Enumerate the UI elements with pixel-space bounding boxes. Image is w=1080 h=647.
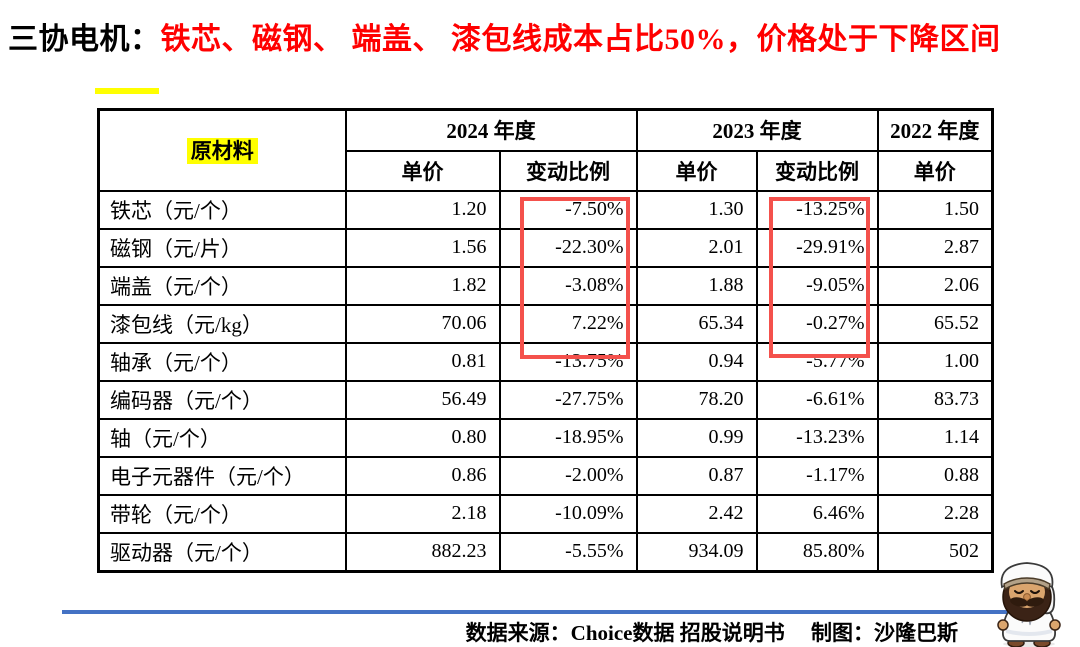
corner-header-label: 原材料 xyxy=(186,138,258,165)
value-cell: 2.87 xyxy=(876,227,994,268)
year-header-2023: 2023 年度 xyxy=(635,108,879,152)
value-cell: -0.27% xyxy=(755,303,879,344)
yellow-underline-mark xyxy=(95,88,159,94)
value-cell: 70.06 xyxy=(344,303,501,344)
table-row: 轴承（元/个） 0.81 -13.75% 0.94 -5.77% 1.00 xyxy=(97,341,994,382)
page-title: 三协电机：铁芯、磁钢、 端盖、 漆包线成本占比50%，价格处于下降区间 xyxy=(8,14,1074,58)
value-cell: -2.00% xyxy=(498,455,638,496)
value-cell: 1.88 xyxy=(635,265,758,306)
value-cell: 2.01 xyxy=(635,227,758,268)
value-cell: 0.86 xyxy=(344,455,501,496)
material-cell: 磁钢（元/片） xyxy=(97,227,347,268)
subheader-2024-change: 变动比例 xyxy=(498,149,638,192)
value-cell: 0.80 xyxy=(344,417,501,458)
value-cell: -1.17% xyxy=(755,455,879,496)
material-cell: 轴承（元/个） xyxy=(97,341,347,382)
table-row: 电子元器件（元/个） 0.86 -2.00% 0.87 -1.17% 0.88 xyxy=(97,455,994,496)
table-row: 端盖（元/个） 1.82 -3.08% 1.88 -9.05% 2.06 xyxy=(97,265,994,306)
value-cell: -13.75% xyxy=(498,341,638,382)
footer-source-text: 数据来源：Choice数据 招股说明书 制图：沙隆巴斯 xyxy=(465,621,958,645)
value-cell: 85.80% xyxy=(755,531,879,572)
subheader-2023-price: 单价 xyxy=(635,149,758,192)
table-row: 编码器（元/个） 56.49 -27.75% 78.20 -6.61% 83.73 xyxy=(97,379,994,420)
value-cell: -6.61% xyxy=(755,379,879,420)
material-cell: 编码器（元/个） xyxy=(97,379,347,420)
material-cell: 电子元器件（元/个） xyxy=(97,455,347,496)
value-cell: 1.50 xyxy=(876,189,994,230)
value-cell: -29.91% xyxy=(755,227,879,268)
material-cell: 铁芯（元/个） xyxy=(97,189,347,230)
value-cell: 65.34 xyxy=(635,303,758,344)
value-cell: -7.50% xyxy=(498,189,638,230)
value-cell: 1.82 xyxy=(344,265,501,306)
value-cell: 7.22% xyxy=(498,303,638,344)
value-cell: 78.20 xyxy=(635,379,758,420)
value-cell: -13.25% xyxy=(755,189,879,230)
value-cell: -13.23% xyxy=(755,417,879,458)
year-header-2022: 2022 年度 xyxy=(876,108,994,152)
value-cell: 502 xyxy=(876,531,994,572)
value-cell: 0.87 xyxy=(635,455,758,496)
value-cell: 56.49 xyxy=(344,379,501,420)
value-cell: -22.30% xyxy=(498,227,638,268)
title-highlight-text: 铁芯、磁钢、 端盖、 漆包线成本占比50%，价格处于下降区间 xyxy=(160,23,1001,56)
value-cell: 882.23 xyxy=(344,531,501,572)
material-cell: 漆包线（元/kg） xyxy=(97,303,347,344)
value-cell: 1.00 xyxy=(876,341,994,382)
footer-divider-line xyxy=(62,610,1012,614)
value-cell: 6.46% xyxy=(755,493,879,534)
value-cell: 934.09 xyxy=(635,531,758,572)
value-cell: 0.99 xyxy=(635,417,758,458)
table-row: 漆包线（元/kg） 70.06 7.22% 65.34 -0.27% 65.52 xyxy=(97,303,994,344)
table-row: 带轮（元/个） 2.18 -10.09% 2.42 6.46% 2.28 xyxy=(97,493,994,534)
title-prefix: 三协电机： xyxy=(8,23,161,56)
value-cell: 1.30 xyxy=(635,189,758,230)
corner-header-cell: 原材料 xyxy=(97,108,347,192)
value-cell: 2.28 xyxy=(876,493,994,534)
value-cell: 1.14 xyxy=(876,417,994,458)
value-cell: 2.18 xyxy=(344,493,501,534)
material-cell: 端盖（元/个） xyxy=(97,265,347,306)
materials-table: 原材料 2024 年度 2023 年度 2022 年度 单价 变动比例 单价 变… xyxy=(97,108,994,573)
subheader-2024-price: 单价 xyxy=(344,149,501,192)
value-cell: 1.56 xyxy=(344,227,501,268)
header-row-years: 原材料 2024 年度 2023 年度 2022 年度 xyxy=(97,108,994,192)
value-cell: -27.75% xyxy=(498,379,638,420)
materials-table-wrap: 原材料 2024 年度 2023 年度 2022 年度 单价 变动比例 单价 变… xyxy=(97,108,994,573)
year-header-2024: 2024 年度 xyxy=(344,108,638,152)
subheader-2022-price: 单价 xyxy=(876,149,994,192)
value-cell: 0.88 xyxy=(876,455,994,496)
value-cell: -18.95% xyxy=(498,417,638,458)
value-cell: 2.06 xyxy=(876,265,994,306)
value-cell: 1.20 xyxy=(344,189,501,230)
table-row: 铁芯（元/个） 1.20 -7.50% 1.30 -13.25% 1.50 xyxy=(97,189,994,230)
material-cell: 带轮（元/个） xyxy=(97,493,347,534)
value-cell: -5.55% xyxy=(498,531,638,572)
table-row: 驱动器（元/个） 882.23 -5.55% 934.09 85.80% 502 xyxy=(97,531,994,572)
header-row-metrics: 单价 变动比例 单价 变动比例 单价 xyxy=(99,149,994,192)
subheader-2023-change: 变动比例 xyxy=(755,149,879,192)
value-cell: -5.77% xyxy=(755,341,879,382)
table-row: 轴（元/个） 0.80 -18.95% 0.99 -13.23% 1.14 xyxy=(97,417,994,458)
value-cell: -10.09% xyxy=(498,493,638,534)
value-cell: 0.94 xyxy=(635,341,758,382)
value-cell: -3.08% xyxy=(498,265,638,306)
value-cell: 0.81 xyxy=(344,341,501,382)
material-cell: 轴（元/个） xyxy=(97,417,347,458)
value-cell: 83.73 xyxy=(876,379,994,420)
materials-tbody: 铁芯（元/个） 1.20 -7.50% 1.30 -13.25% 1.50 磁钢（元/片） 1… xyxy=(97,189,994,572)
value-cell: -9.05% xyxy=(755,265,879,306)
value-cell: 2.42 xyxy=(635,493,758,534)
salonpas-mascot-icon xyxy=(997,562,1061,647)
material-cell: 驱动器（元/个） xyxy=(97,531,347,572)
value-cell: 65.52 xyxy=(876,303,994,344)
table-row: 磁钢（元/片） 1.56 -22.30% 2.01 -29.91% 2.87 xyxy=(97,227,994,268)
